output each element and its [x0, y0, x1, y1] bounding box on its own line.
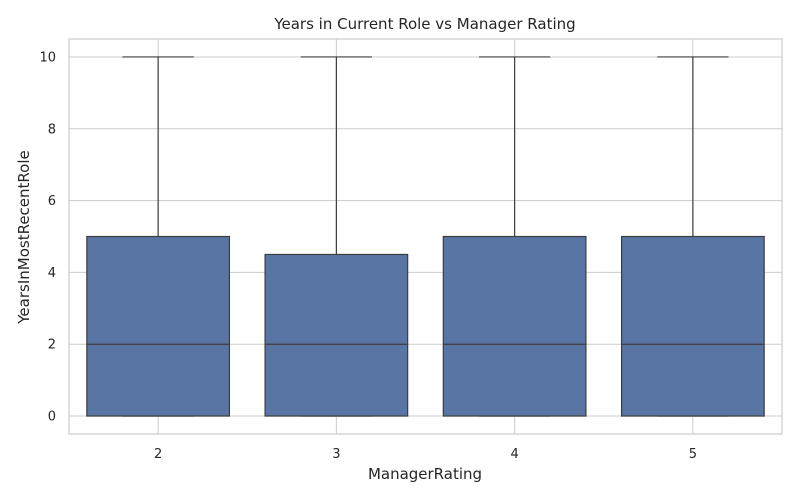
box [442, 235, 587, 417]
box [620, 235, 765, 417]
box-group-3 [264, 56, 409, 417]
x-tick-label: 3 [332, 447, 340, 462]
y-axis-label: YearsInMostRecentRole [15, 150, 33, 324]
boxes [86, 56, 765, 417]
y-tick-label: 0 [48, 410, 56, 425]
x-tick-labels: 2 3 4 5 [154, 447, 697, 462]
x-tick-label: 2 [154, 447, 162, 462]
box [86, 235, 231, 417]
y-tick-label: 6 [48, 194, 56, 209]
y-tick-label: 8 [48, 122, 56, 137]
x-axis-label: ManagerRating [368, 465, 482, 483]
y-tick-label: 2 [48, 338, 56, 353]
x-tick-label: 5 [689, 447, 697, 462]
box [264, 253, 409, 417]
y-tick-label: 4 [48, 266, 56, 281]
x-tick-label: 4 [510, 447, 518, 462]
chart-title: Years in Current Role vs Manager Rating [273, 15, 575, 33]
plot-frame [68, 38, 783, 435]
y-tick-label: 10 [39, 50, 56, 65]
box-group-2 [86, 56, 231, 417]
box-group-4 [442, 56, 587, 417]
box-group-5 [620, 56, 765, 417]
y-tick-labels: 0 2 4 6 8 10 [39, 50, 56, 424]
